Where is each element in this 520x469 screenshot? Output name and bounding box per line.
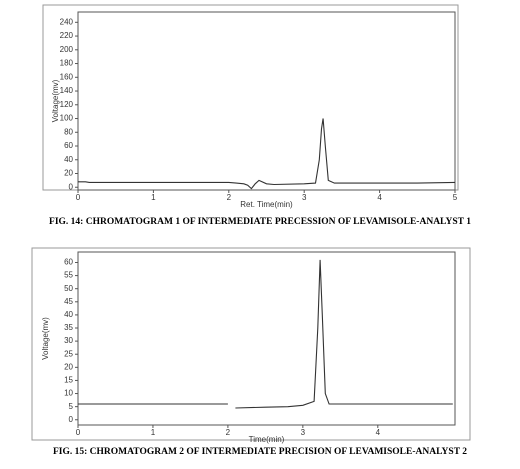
x-tick-label: 3 [302,193,307,202]
y-tick-label: 25 [64,349,73,358]
y-tick-label: 35 [64,323,73,332]
x-tick-label: 2 [226,428,231,437]
y-tick-label: 50 [64,284,73,293]
y-tick-label: 20 [64,362,73,371]
y-tick-label: 220 [60,31,74,40]
trace [78,118,456,190]
y-tick-label: 15 [64,376,73,385]
x-tick-label: 4 [377,193,382,202]
y-tick-label: 45 [64,297,73,306]
x-tick-label: 3 [301,428,306,437]
y-tick-label: 20 [64,169,73,178]
y-tick-label: 10 [64,389,73,398]
y-tick-label: 60 [64,141,73,150]
plot-area [77,251,456,426]
y-tick-label: 30 [64,336,73,345]
y-tick-label: 40 [64,310,73,319]
x-axis-label: Time(min) [249,435,285,444]
x-tick-label: 0 [76,193,81,202]
y-tick-label: 80 [64,127,73,136]
y-tick-label: 5 [69,402,74,411]
x-tick-label: 5 [453,193,458,202]
y-tick-label: 0 [69,415,74,424]
y-axis-label: Voltage(mv) [51,79,60,122]
x-tick-label: 4 [376,428,381,437]
x-tick-label: 1 [151,193,156,202]
x-tick-label: 0 [76,428,81,437]
y-tick-label: 40 [64,155,73,164]
x-tick-label: 2 [227,193,232,202]
x-tick-label: 1 [151,428,156,437]
y-tick-label: 140 [60,86,74,95]
y-tick-label: 160 [60,72,74,81]
y-tick-label: 120 [60,100,74,109]
y-tick-label: 200 [60,45,74,54]
x-axis-label: Ret. Time(min) [240,200,293,209]
y-tick-label: 240 [60,17,74,26]
y-tick-label: 0 [69,182,74,191]
y-tick-label: 60 [64,258,73,267]
y-tick-label: 55 [64,271,73,280]
y-axis-label: Voltage(mv) [41,317,50,360]
y-tick-label: 180 [60,59,74,68]
caption: FIG. 14: CHROMATOGRAM 1 OF INTERMEDIATE … [49,217,471,227]
y-tick-label: 100 [60,114,74,123]
trace [235,259,453,409]
caption: FIG. 15: CHROMATOGRAM 2 OF INTERMEDIATE … [53,447,467,457]
frame [42,4,459,191]
plot-area [77,11,456,191]
frame [31,247,471,441]
